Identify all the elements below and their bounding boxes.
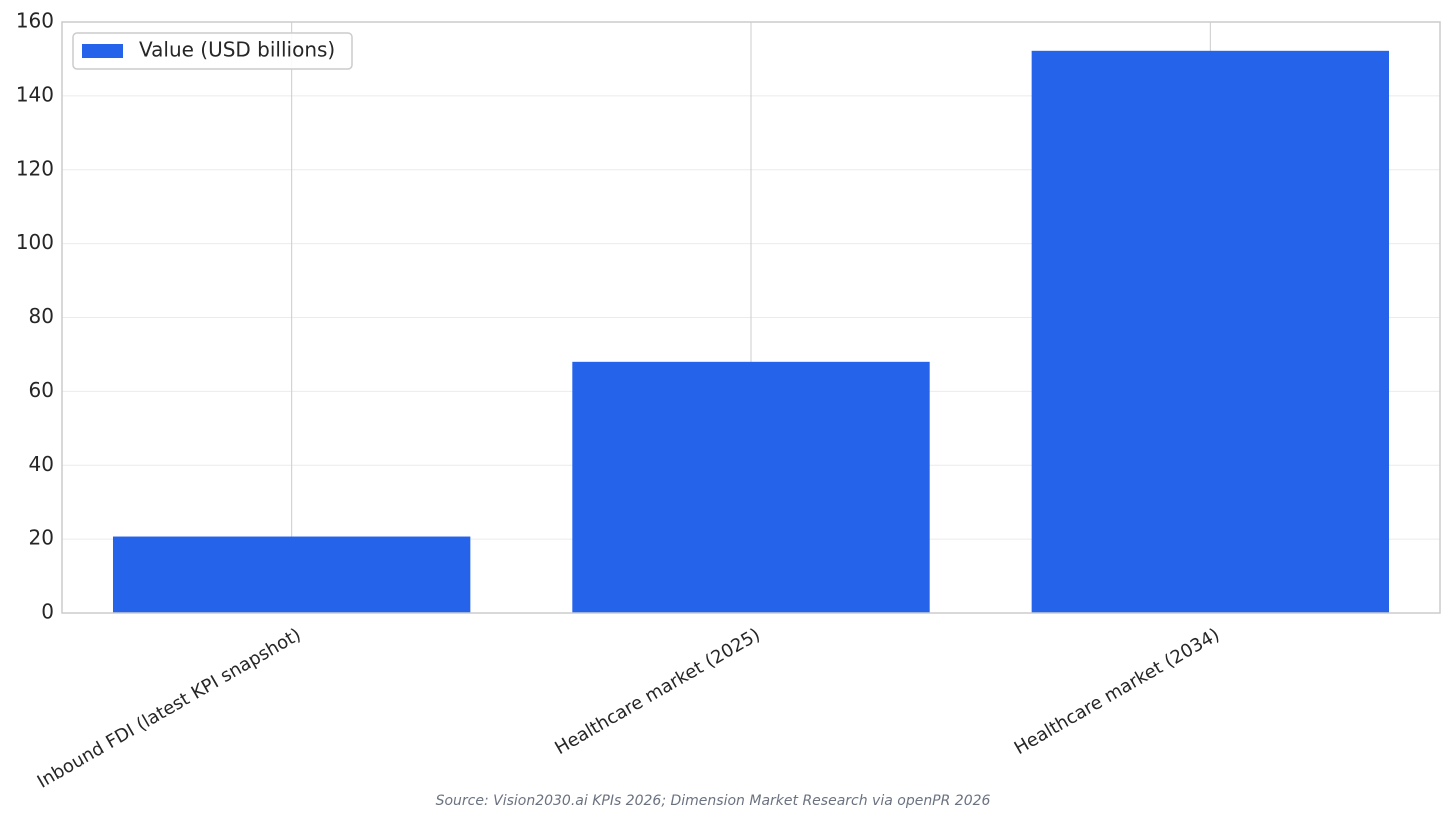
y-tick-label: 40: [29, 452, 54, 476]
y-tick-label: 160: [16, 9, 54, 33]
bar: [1031, 50, 1390, 613]
plot-frame: [61, 21, 1441, 614]
legend-label: Value (USD billions): [139, 38, 335, 62]
legend-box: [72, 32, 353, 70]
y-tick-label: 60: [29, 378, 54, 402]
y-tick-label: 120: [16, 156, 54, 180]
y-tick-label: 20: [29, 526, 54, 550]
y-tick-label: 100: [16, 230, 54, 254]
y-tick-label: 140: [16, 82, 54, 106]
y-tick-label: 80: [29, 304, 54, 328]
legend-swatch: [82, 44, 123, 58]
source-note: Source: Vision2030.ai KPIs 2026; Dimensi…: [436, 793, 991, 809]
bar: [572, 361, 930, 613]
legend: Value (USD billions): [72, 32, 353, 70]
bar: [112, 536, 471, 613]
y-tick-label: 0: [41, 600, 54, 624]
